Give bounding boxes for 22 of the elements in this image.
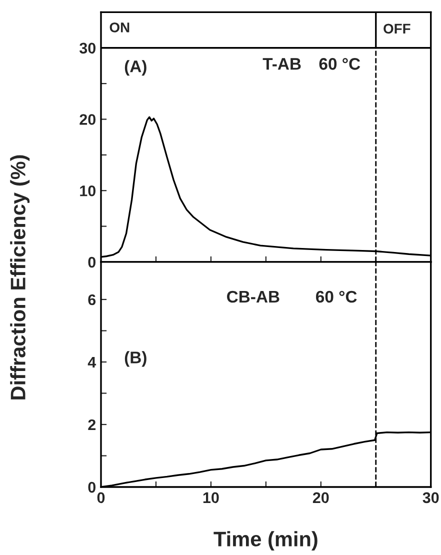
- annotation: 60 °C: [319, 58, 360, 70]
- x-tick-label: 20: [312, 492, 329, 504]
- y-tick-label: 30: [79, 42, 96, 54]
- annotation: 60 °C: [316, 290, 357, 303]
- annotation: (A): [124, 60, 146, 76]
- y-tick-label: 20: [80, 114, 96, 125]
- x-tick-label: 0: [97, 492, 105, 504]
- y-tick-label: 2: [88, 419, 96, 430]
- y-tick-label: 0: [88, 256, 96, 268]
- y-tick-label: 0: [88, 482, 96, 493]
- x-tick-label: 10: [203, 492, 219, 504]
- x-axis-title: Time (min): [214, 531, 318, 551]
- annotation: CB-AB: [227, 290, 280, 303]
- y-axis-title: Diffraction Efficiency (%): [10, 155, 30, 400]
- x-tick-label: 30: [422, 492, 439, 504]
- y-tick-label: 4: [88, 357, 96, 368]
- annotation: ON: [110, 22, 130, 32]
- annotation: T-AB: [262, 58, 301, 70]
- y-tick-label: 10: [80, 185, 96, 196]
- annotation: (B): [124, 351, 146, 367]
- y-tick-label: 6: [88, 294, 96, 306]
- annotation: OFF: [384, 24, 410, 34]
